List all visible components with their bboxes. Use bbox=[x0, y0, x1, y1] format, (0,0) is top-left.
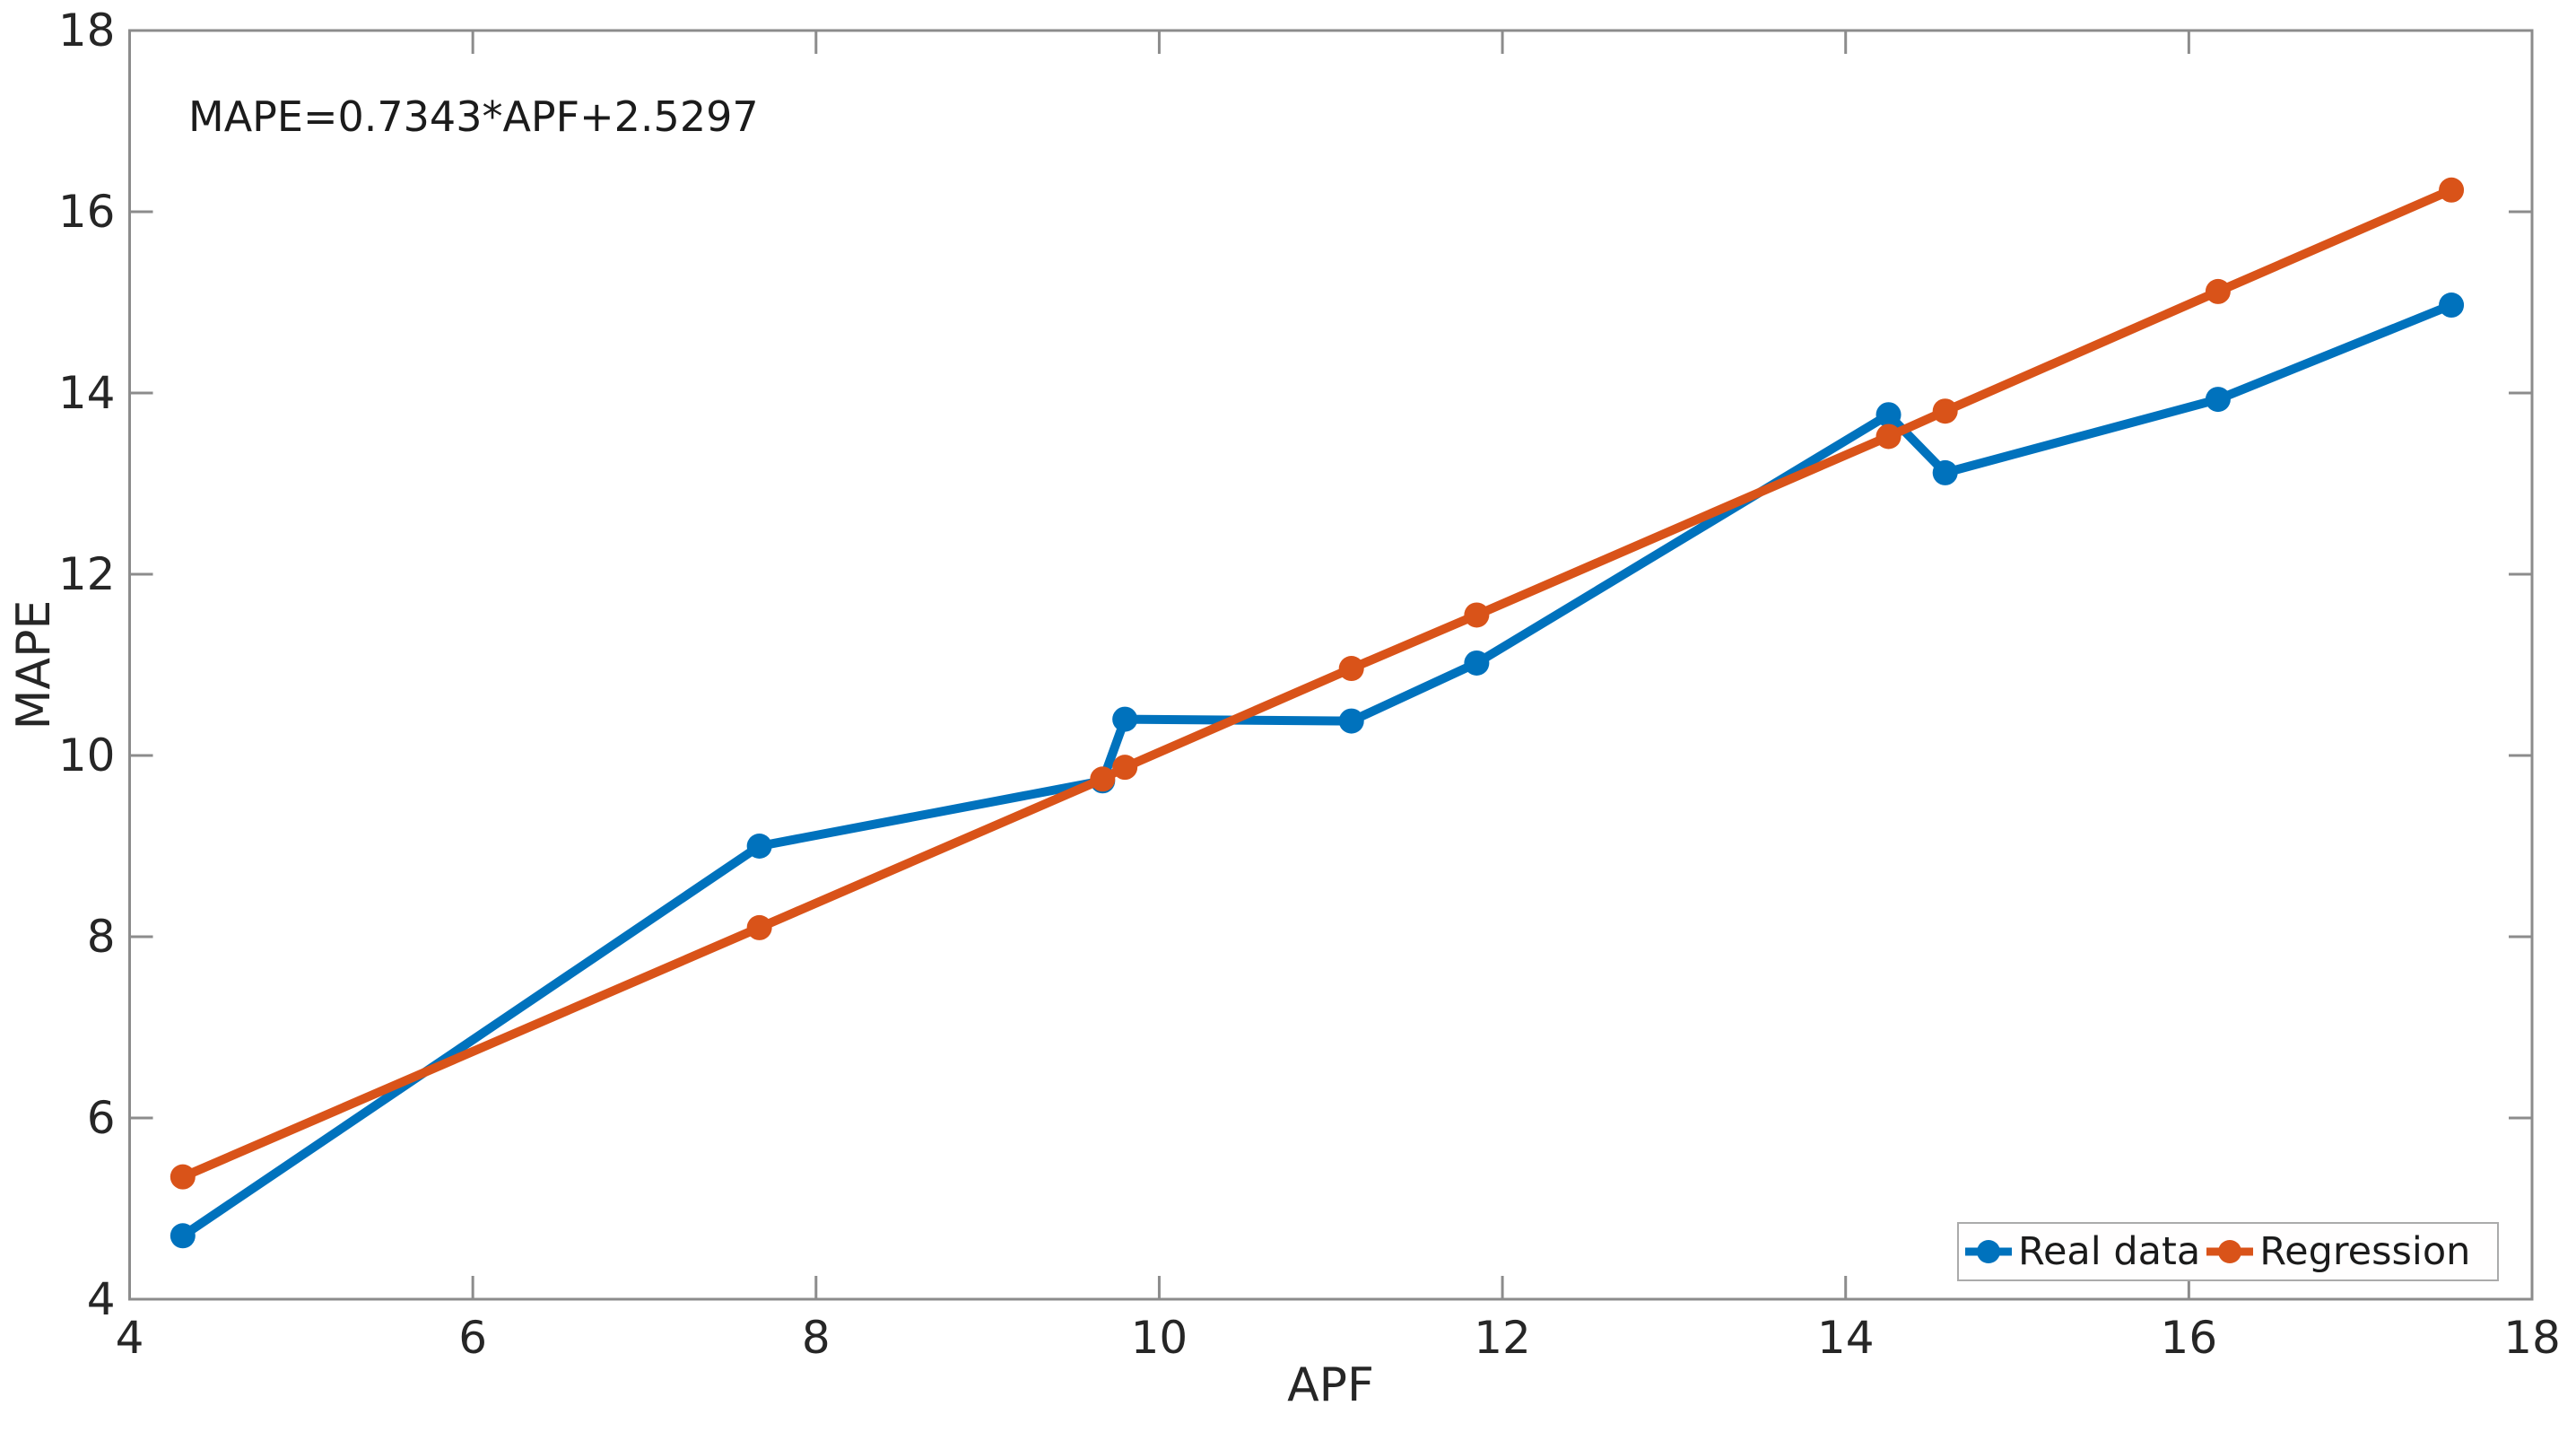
x-tick-label: 16 bbox=[2161, 1312, 2218, 1364]
data-point-regression bbox=[1112, 755, 1138, 781]
data-point-regression bbox=[170, 1164, 196, 1190]
legend-label-real-data: Real data bbox=[2018, 1229, 2201, 1274]
y-tick-label: 18 bbox=[58, 4, 116, 57]
series-line-regression bbox=[178, 185, 2457, 1182]
data-point-regression bbox=[1338, 656, 1364, 682]
data-point-regression bbox=[1090, 766, 1116, 792]
x-tick-label: 4 bbox=[116, 1312, 144, 1364]
y-tick-label: 6 bbox=[87, 1092, 116, 1144]
data-point-real-data bbox=[1932, 459, 1958, 485]
data-point-regression bbox=[1875, 423, 1902, 450]
x-axis-label: APF bbox=[1287, 1358, 1374, 1412]
y-axis-label: MAPE bbox=[7, 599, 61, 730]
data-point-real-data bbox=[2205, 387, 2231, 413]
x-tick-label: 12 bbox=[1474, 1312, 1531, 1364]
series-line-real-data bbox=[178, 301, 2457, 1241]
y-tick-label: 10 bbox=[58, 729, 116, 781]
data-point-real-data bbox=[1112, 706, 1138, 732]
data-point-real-data bbox=[1338, 708, 1364, 734]
data-point-real-data bbox=[170, 1223, 196, 1249]
y-tick-label: 8 bbox=[87, 911, 116, 963]
data-point-real-data bbox=[2439, 293, 2465, 319]
data-point-regression bbox=[1464, 602, 1490, 628]
legend-item-regression: Regression bbox=[2206, 1229, 2470, 1274]
x-tick-label: 6 bbox=[458, 1312, 487, 1364]
x-tick-label: 10 bbox=[1131, 1312, 1188, 1364]
data-point-regression bbox=[2439, 177, 2465, 203]
y-tick-label: 12 bbox=[58, 548, 116, 600]
y-tick-label: 14 bbox=[58, 367, 116, 419]
legend: Real data Regression bbox=[1957, 1222, 2499, 1281]
x-tick-label: 14 bbox=[1817, 1312, 1875, 1364]
legend-line-marker-real-data bbox=[1965, 1240, 2012, 1263]
data-point-regression bbox=[2205, 278, 2231, 304]
data-point-regression bbox=[746, 914, 772, 940]
x-tick-label: 18 bbox=[2503, 1312, 2561, 1364]
x-tick-label: 8 bbox=[802, 1312, 831, 1364]
data-point-real-data bbox=[746, 834, 772, 859]
legend-line-marker-regression bbox=[2206, 1240, 2254, 1263]
y-tick-label: 16 bbox=[58, 186, 116, 238]
y-tick-label: 4 bbox=[87, 1273, 116, 1325]
axis-box bbox=[128, 29, 2534, 1301]
legend-item-real-data: Real data bbox=[1964, 1229, 2200, 1274]
data-point-real-data bbox=[1875, 402, 1902, 428]
data-point-real-data bbox=[1464, 650, 1490, 676]
legend-label-regression: Regression bbox=[2259, 1229, 2471, 1274]
data-point-regression bbox=[1932, 398, 1958, 424]
equation-annotation: MAPE=0.7343*APF+2.5297 bbox=[188, 92, 759, 141]
